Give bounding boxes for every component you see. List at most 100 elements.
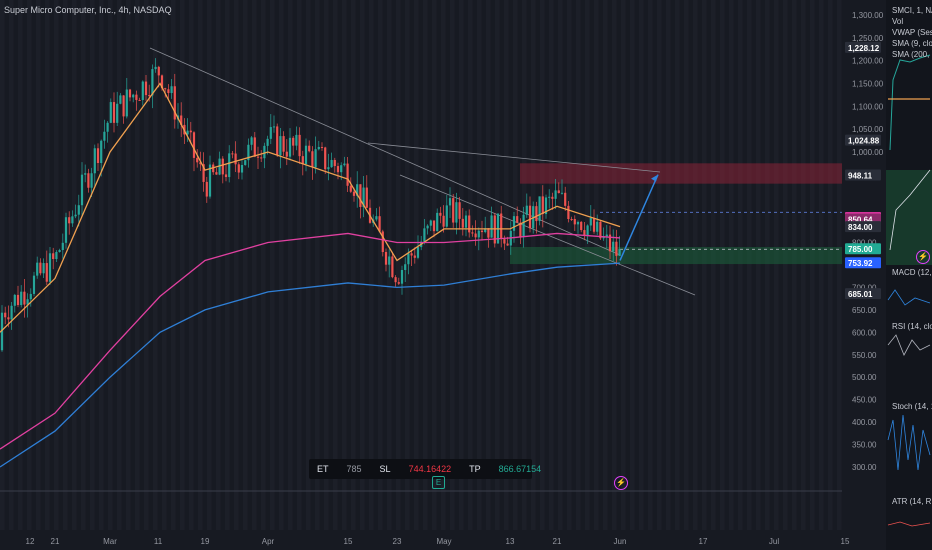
grid-stripe [603, 0, 608, 530]
candle-body [93, 148, 96, 174]
candle-body [96, 148, 100, 164]
candle-body [477, 230, 480, 238]
x-tick-label: 17 [699, 537, 708, 546]
candle-body [580, 221, 583, 231]
candle-body [7, 317, 10, 320]
candle-body [356, 184, 359, 196]
grid-stripe [252, 0, 257, 530]
candle-body [71, 216, 74, 224]
candle-body [29, 293, 32, 300]
price-tag-bg [845, 134, 881, 146]
grid-stripe [297, 0, 302, 530]
candle-body [109, 102, 112, 123]
candle-body [13, 294, 16, 306]
grid-stripe [153, 0, 158, 530]
candle-body [196, 157, 199, 163]
grid-stripe [540, 0, 545, 530]
y-tick-label: 350.00 [852, 441, 877, 450]
candle-body [490, 215, 493, 238]
y-tick-label: 550.00 [852, 351, 877, 360]
price-tag-label: 753.92 [848, 259, 873, 268]
grid-stripe [72, 0, 77, 530]
grid-stripe [756, 0, 761, 530]
candle-body [333, 159, 336, 167]
price-tag-label: 785.00 [848, 245, 873, 254]
candle-body [224, 174, 228, 178]
grid-stripe [18, 0, 23, 530]
y-tick-label: 1,050.00 [852, 125, 884, 134]
candle-body [77, 205, 80, 215]
candle-body [295, 134, 298, 146]
candle-body [519, 222, 522, 238]
grid-stripe [351, 0, 356, 530]
candle-body [564, 192, 567, 206]
candle-body [0, 312, 4, 351]
candle-body [525, 205, 528, 215]
grid-stripe [828, 0, 833, 530]
candle-body [240, 164, 244, 173]
x-tick-label: 23 [393, 537, 402, 546]
side-price-trace [889, 54, 931, 151]
x-tick-label: Jun [614, 537, 627, 546]
candle-body [45, 263, 48, 282]
grid-stripe [99, 0, 104, 530]
candle-body [461, 218, 464, 228]
x-tick-label: 13 [506, 537, 515, 546]
candle-body [298, 134, 301, 157]
candle-body [615, 241, 618, 256]
x-tick-label: 21 [51, 537, 60, 546]
candle-body [330, 159, 333, 168]
support-zone [510, 247, 842, 265]
x-tick-label: Apr [262, 537, 275, 546]
candle-body [599, 221, 602, 239]
candle-body [39, 262, 42, 274]
candle-body [432, 220, 436, 232]
candle-body [573, 219, 576, 225]
side-macd-trace [887, 289, 931, 306]
lightning-icon-side[interactable]: ⚡ [916, 250, 930, 264]
upper-trend-line [367, 142, 661, 173]
lightning-icon[interactable]: ⚡ [614, 476, 628, 490]
candle-body [551, 196, 554, 199]
candle-body [55, 252, 58, 259]
grid-stripe [180, 0, 185, 530]
candle-body [100, 140, 103, 164]
candle-body [410, 253, 413, 256]
grid-stripe [216, 0, 221, 530]
earnings-icon[interactable]: E [432, 476, 445, 489]
candle-body [282, 136, 285, 152]
side-stoch-label: Stoch (14, 1, [892, 402, 932, 411]
candle-body [64, 217, 68, 243]
y-tick-label: 800.00 [852, 238, 877, 247]
candle-body [384, 252, 388, 265]
x-tick-label: 15 [344, 537, 353, 546]
candle-body [164, 88, 167, 90]
grid-stripe [648, 0, 653, 530]
candle-body [400, 270, 404, 284]
et-label: ET [317, 464, 329, 474]
side-zone-green [886, 170, 932, 265]
grid-stripe [144, 0, 149, 530]
candle-body [592, 218, 596, 232]
price-tag-label: 1,024.88 [848, 137, 880, 146]
side-rsi-label: RSI (14, close [892, 322, 932, 331]
grid-stripe [9, 0, 14, 530]
grid-stripe [738, 0, 743, 530]
grid-stripe [270, 0, 275, 530]
grid-stripe [369, 0, 374, 530]
grid-stripe [396, 0, 401, 530]
candle-body [272, 126, 276, 128]
x-tick-label: 11 [154, 537, 163, 546]
candle-body [250, 137, 253, 145]
candle-body [586, 225, 589, 236]
sl-label: SL [379, 464, 391, 474]
candle-body [269, 127, 272, 139]
candle-body [292, 137, 295, 146]
candle-body [279, 136, 282, 156]
candle-body [458, 202, 461, 219]
resistance-zone [520, 163, 842, 184]
grid-stripe [549, 0, 554, 530]
candle-body [244, 160, 247, 165]
candle-body [327, 167, 330, 170]
